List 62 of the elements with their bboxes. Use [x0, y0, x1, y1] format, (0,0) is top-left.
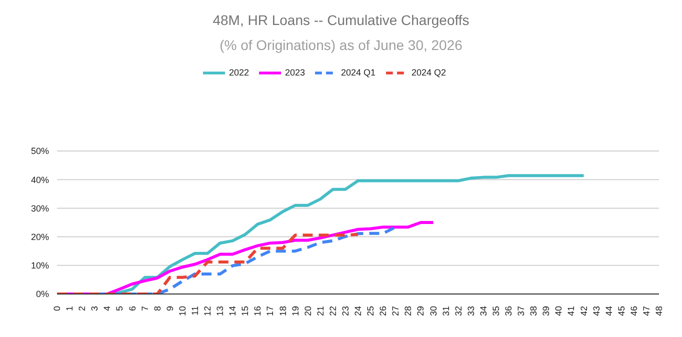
x-tick-label: 7: [140, 306, 150, 312]
x-tick-label: 3: [90, 306, 100, 312]
x-tick-label: 48: [654, 306, 664, 316]
x-tick-label: 19: [290, 306, 300, 316]
x-tick-label: 31: [440, 306, 451, 316]
x-tick-label: 40: [554, 306, 564, 316]
y-tick-label: 20%: [30, 232, 49, 242]
legend-label: 2022: [228, 67, 249, 78]
x-tick-label: 33: [466, 306, 476, 316]
x-tick-label: 32: [453, 306, 464, 316]
x-tick-label: 10: [177, 306, 188, 316]
y-tick-label: 40%: [30, 174, 49, 185]
x-tick-label: 38: [528, 306, 539, 316]
x-tick-label: 14: [228, 306, 238, 316]
x-tick-label: 37: [516, 306, 526, 316]
x-tick-label: 15: [240, 306, 250, 316]
x-tick-label: 8: [152, 306, 162, 312]
x-tick-label: 24: [353, 306, 363, 316]
legend-label: 2023: [284, 67, 305, 78]
x-tick-label: 41: [566, 306, 576, 316]
x-tick-label: 11: [190, 306, 200, 316]
x-tick-label: 12: [202, 306, 212, 316]
x-tick-label: 13: [215, 306, 226, 316]
x-tick-label: 17: [265, 306, 276, 316]
x-tick-label: 21: [315, 306, 326, 316]
x-tick-label: 20: [302, 306, 313, 316]
x-tick-label: 23: [340, 306, 350, 316]
x-tick-label: 35: [490, 306, 501, 316]
x-tick-label: 39: [541, 306, 552, 316]
x-tick-label: 45: [616, 306, 626, 316]
x-tick-label: 44: [604, 306, 614, 316]
x-tick-label: 9: [164, 306, 175, 312]
x-tick-label: 22: [328, 306, 338, 316]
y-tick-label: 0%: [36, 289, 49, 300]
legend-label: 2024 Q2: [412, 67, 446, 78]
y-tick-label: 30%: [30, 203, 49, 214]
y-tick-label: 10%: [30, 260, 49, 271]
x-tick-label: 6: [127, 306, 138, 312]
x-tick-label: 47: [641, 306, 652, 316]
line-series: [57, 233, 360, 294]
x-tick-label: 0: [52, 306, 62, 312]
x-tick-label: 29: [416, 306, 426, 316]
y-tick-label: 50%: [30, 146, 49, 156]
x-tick-label: 46: [628, 306, 639, 316]
x-tick-label: 36: [504, 306, 514, 316]
x-tick-label: 34: [478, 306, 488, 316]
legend-label: 2024 Q1: [341, 67, 376, 78]
x-tick-label: 1: [64, 306, 75, 312]
chart-title: 48M, HR Loans -- Cumulative Chargeoffs: [212, 12, 470, 28]
x-tick-label: 16: [252, 306, 263, 316]
x-tick-label: 4: [102, 306, 112, 312]
x-tick-label: 2: [77, 306, 88, 312]
x-tick-label: 26: [378, 306, 388, 316]
x-tick-label: 28: [403, 306, 414, 316]
x-tick-label: 30: [428, 306, 438, 316]
x-tick-label: 27: [390, 306, 401, 316]
chart-subtitle: (% of Originations) as of June 30, 2026: [218, 37, 464, 53]
x-tick-label: 43: [591, 306, 602, 316]
x-tick-label: 25: [366, 306, 376, 316]
x-tick-label: 18: [278, 306, 288, 316]
x-tick-label: 42: [578, 306, 589, 316]
x-tick-label: 5: [114, 306, 125, 312]
